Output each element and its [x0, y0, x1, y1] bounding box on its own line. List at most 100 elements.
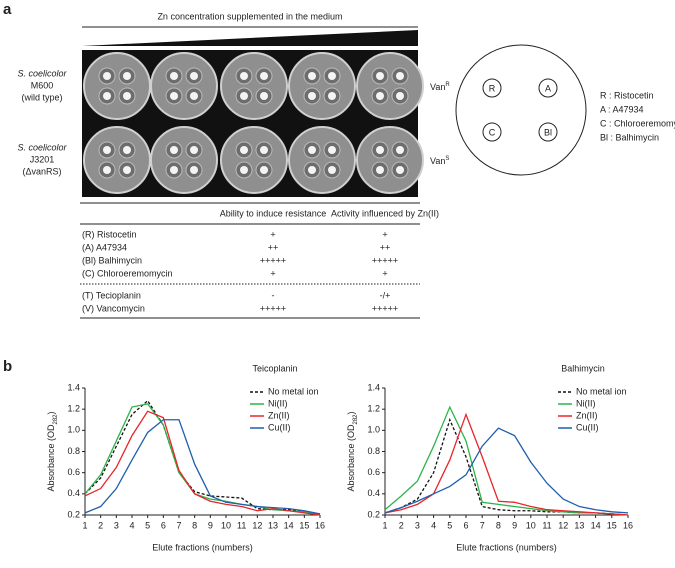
disc-letter: R — [489, 83, 496, 93]
plate — [288, 126, 356, 194]
disc-marker — [538, 122, 558, 142]
x-tick-label: 1 — [382, 520, 387, 530]
disc — [103, 92, 111, 100]
y-tick-label: 1.2 — [67, 404, 80, 414]
disc — [260, 166, 268, 174]
table-cell: + — [382, 229, 387, 239]
x-tick-label: 6 — [463, 520, 468, 530]
disc — [376, 72, 384, 80]
x-tick-label: 16 — [623, 520, 633, 530]
table-cell: +++++ — [372, 255, 398, 265]
table-cell: +++++ — [260, 255, 286, 265]
disc — [376, 166, 384, 174]
disc — [240, 92, 248, 100]
chart-title: Balhimycin — [561, 363, 605, 373]
x-tick-label: 8 — [192, 520, 197, 530]
disc — [123, 72, 131, 80]
table-cell: (R) Ristocetin — [82, 229, 137, 239]
x-tick-label: 15 — [299, 520, 309, 530]
y-label-sub: 282 — [53, 414, 59, 425]
disc-marker — [482, 78, 502, 98]
disc — [396, 72, 404, 80]
y-label-text: ) — [46, 411, 56, 414]
x-tick-label: 5 — [145, 520, 150, 530]
table-header: Ability to induce resistance — [220, 208, 327, 218]
disc — [240, 72, 248, 80]
x-tick-label: 9 — [512, 520, 517, 530]
disc — [170, 72, 178, 80]
disc — [103, 72, 111, 80]
y-tick-label: 1.4 — [367, 382, 380, 392]
x-tick-label: 16 — [315, 520, 325, 530]
panel-label: a — [3, 1, 12, 18]
table-cell: (Bl) Balhimycin — [82, 255, 142, 265]
strain-label: S. coelicolor — [17, 142, 67, 152]
strain-label: (wild type) — [21, 92, 62, 102]
strain-label: S. coelicolor — [17, 68, 67, 78]
y-axis-label: Absorbance (OD282) — [46, 411, 58, 491]
plate — [150, 52, 218, 120]
x-tick-label: 3 — [114, 520, 119, 530]
legend-label: No metal ion — [268, 386, 319, 396]
plate — [356, 126, 424, 194]
x-tick-label: 13 — [574, 520, 584, 530]
x-tick-label: 10 — [221, 520, 231, 530]
disc — [396, 92, 404, 100]
disc-key: C : Chloroeremomycin — [600, 118, 675, 128]
disc — [328, 166, 336, 174]
data-line — [84, 419, 321, 515]
strain-label: (ΔvanRS) — [22, 166, 61, 176]
disc — [328, 72, 336, 80]
panel-label: b — [3, 358, 12, 375]
disc-letter: C — [489, 127, 496, 137]
disc — [308, 72, 316, 80]
x-axis-label: Elute fractions (numbers) — [152, 542, 253, 552]
table-cell: -/+ — [380, 290, 391, 300]
disc-map-circle — [455, 44, 587, 176]
x-tick-label: 9 — [208, 520, 213, 530]
phenotype-base: Van — [430, 156, 445, 166]
disc — [396, 146, 404, 154]
table-cell: +++++ — [260, 303, 286, 313]
data-line — [384, 412, 629, 516]
plate — [356, 52, 424, 120]
data-line — [84, 410, 321, 516]
disc — [170, 92, 178, 100]
table-cell: (A) A47934 — [82, 242, 127, 252]
disc — [260, 92, 268, 100]
disc — [308, 166, 316, 174]
plate — [220, 52, 288, 120]
x-tick-label: 13 — [268, 520, 278, 530]
disc — [396, 166, 404, 174]
disc — [190, 72, 198, 80]
disc — [240, 146, 248, 154]
disc — [328, 146, 336, 154]
disc — [123, 146, 131, 154]
x-tick-label: 2 — [399, 520, 404, 530]
table-cell: + — [270, 229, 275, 239]
y-tick-label: 0.2 — [67, 509, 80, 519]
disc-marker — [538, 78, 558, 98]
y-tick-label: 0.4 — [367, 488, 380, 498]
table-cell: + — [382, 268, 387, 278]
chart-title: Teicoplanin — [252, 363, 297, 373]
x-tick-label: 11 — [542, 520, 551, 530]
y-tick-label: 0.8 — [367, 446, 380, 456]
y-tick-label: 1.2 — [367, 404, 380, 414]
y-tick-label: 1.0 — [367, 425, 380, 435]
disc-letter: A — [545, 83, 551, 93]
x-tick-label: 12 — [252, 520, 262, 530]
legend-label: Zn(II) — [576, 410, 598, 420]
x-tick-label: 11 — [237, 520, 246, 530]
phenotype-label: VanR — [430, 82, 450, 93]
x-tick-label: 4 — [431, 520, 436, 530]
x-tick-label: 4 — [129, 520, 134, 530]
table-cell: (T) Tecioplanin — [82, 290, 141, 300]
disc — [328, 92, 336, 100]
x-tick-label: 7 — [480, 520, 485, 530]
phenotype-label: VanS — [430, 156, 449, 167]
x-tick-label: 14 — [591, 520, 601, 530]
x-axis-label: Elute fractions (numbers) — [456, 542, 557, 552]
disc-letter: Bl — [544, 127, 552, 137]
